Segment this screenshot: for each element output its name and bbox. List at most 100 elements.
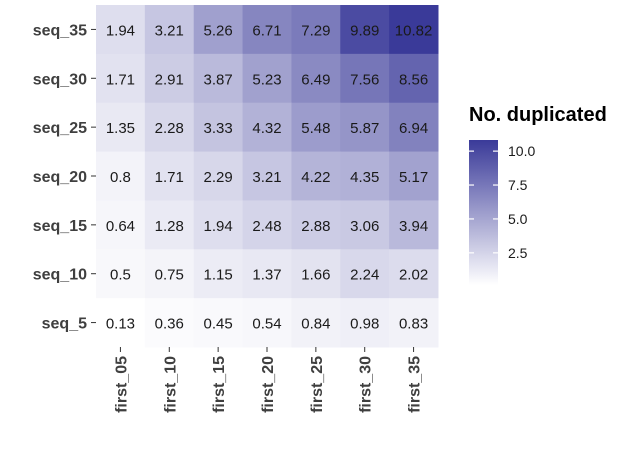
cell-value-label: 4.32 [252, 120, 281, 137]
heatmap-cell [96, 200, 146, 250]
heatmap-cell [193, 5, 244, 55]
cell-value-label: 3.21 [252, 169, 281, 186]
heatmap-cell [96, 151, 146, 201]
heatmap-cell [144, 249, 195, 299]
x-axis-labels: first_05 first_10 first_15 first_20 first_25… [113, 346, 424, 413]
y-tick-label: seq_20 [33, 169, 87, 186]
heatmap-cell [389, 102, 439, 153]
cell-value-label: 6.49 [301, 71, 330, 88]
cell-value-label: 2.24 [350, 267, 379, 284]
cell-value-label: 1.35 [106, 120, 135, 137]
heatmap-cell [340, 151, 390, 201]
cell-value-label: 4.22 [301, 169, 330, 186]
legend-tick-label: 2.5 [508, 245, 528, 261]
cell-value-label: 7.29 [301, 22, 330, 39]
heatmap-cell [144, 5, 195, 55]
heatmap-cell [389, 5, 439, 55]
heatmap-cell [389, 249, 439, 299]
heatmap-cell [193, 53, 244, 104]
heatmap-cell [291, 298, 341, 348]
heatmap-cell [291, 102, 341, 153]
cell-value-label: 2.02 [399, 267, 428, 284]
heatmap-cell [193, 151, 244, 201]
cell-value-label: 9.89 [350, 22, 379, 39]
cell-value-label: 0.84 [301, 316, 330, 333]
heatmap-cell [242, 200, 292, 250]
y-tick-label: seq_10 [33, 267, 87, 284]
x-tick-label: first_20 [260, 356, 277, 413]
cell-value-label: 5.48 [301, 120, 330, 137]
y-tick-label: seq_30 [33, 71, 87, 88]
cell-value-label: 0.83 [399, 316, 428, 333]
heatmap-cell [340, 5, 390, 55]
heatmap-cell [96, 298, 146, 348]
heatmap-cell [340, 249, 390, 299]
cell-value-label: 1.71 [155, 169, 184, 186]
cell-value-label: 0.36 [155, 316, 184, 333]
y-tick-label: seq_25 [33, 120, 87, 137]
heatmap-cell [193, 200, 244, 250]
legend-tick-label: 5.0 [508, 211, 528, 227]
cell-value-label: 8.56 [399, 71, 428, 88]
x-tick-label: first_30 [358, 356, 375, 413]
heatmap-cell [340, 200, 390, 250]
heatmap-cell [144, 298, 195, 348]
cell-value-label: 6.71 [252, 22, 281, 39]
cell-value-label: 2.28 [155, 120, 184, 137]
heatmap-cell [144, 102, 195, 153]
heatmap-cell [193, 102, 244, 153]
heatmap-cell [242, 249, 292, 299]
cell-value-label: 2.29 [204, 169, 233, 186]
heatmap-cell [291, 249, 341, 299]
cell-value-label: 0.8 [110, 169, 131, 186]
cell-value-label: 1.66 [301, 267, 330, 284]
heatmap-cell [340, 102, 390, 153]
heatmap-cell [291, 53, 341, 104]
cell-value-label: 3.06 [350, 218, 379, 235]
cell-value-label: 1.94 [204, 218, 233, 235]
heatmap-cell [242, 298, 292, 348]
cell-value-label: 3.33 [204, 120, 233, 137]
heatmap-cell [242, 151, 292, 201]
cell-value-label: 2.48 [252, 218, 281, 235]
legend-title: No. duplicated [469, 104, 607, 126]
cell-value-label: 1.28 [155, 218, 184, 235]
heatmap-cell [96, 249, 146, 299]
cell-value-label: 5.23 [252, 71, 281, 88]
legend-tick-label: 10.0 [508, 143, 535, 159]
x-tick-label: first_35 [407, 356, 424, 413]
heatmap-cell [144, 200, 195, 250]
y-tick-label: seq_15 [33, 218, 87, 235]
heatmap-cell [389, 151, 439, 201]
heatmap-cell [242, 102, 292, 153]
cell-value-label: 1.37 [252, 267, 281, 284]
x-tick-label: first_10 [162, 356, 179, 413]
cell-value-label: 0.75 [155, 267, 184, 284]
cell-value-label: 0.64 [106, 218, 135, 235]
cell-value-label: 1.71 [106, 71, 135, 88]
y-tick-label: seq_5 [42, 316, 87, 333]
cell-value-label: 4.35 [350, 169, 379, 186]
cell-value-label: 2.91 [155, 71, 184, 88]
heatmap-cell [242, 53, 292, 104]
cell-value-label: 3.21 [155, 22, 184, 39]
heatmap-cell [96, 53, 146, 104]
y-tick-label: seq_35 [33, 22, 87, 39]
heatmap-cell [96, 5, 146, 55]
heatmap-cell [340, 53, 390, 104]
heatmap-cell [291, 5, 341, 55]
heatmap-cell [96, 102, 146, 153]
heatmap-cell [193, 249, 244, 299]
cell-value-label: 2.88 [301, 218, 330, 235]
heatmap-cell [242, 5, 292, 55]
legend-ticks: 2.5 5.0 7.5 10.0 [469, 143, 535, 261]
heatmap-cell [389, 53, 439, 104]
heatmap-cell [340, 298, 390, 348]
heatmap-cells: 1.94 3.21 5.26 6.71 7.29 9.89 10.82 1.71 2.91 3.8… [96, 5, 439, 348]
heatmap-cell [291, 200, 341, 250]
cell-value-label: 0.5 [110, 267, 131, 284]
y-axis-labels: seq_35 seq_30 seq_25 seq_20 seq_15 seq_10 seq_… [33, 22, 96, 333]
cell-value-label: 1.15 [204, 267, 233, 284]
cell-value-label: 0.98 [350, 316, 379, 333]
cell-value-label: 3.87 [204, 71, 233, 88]
